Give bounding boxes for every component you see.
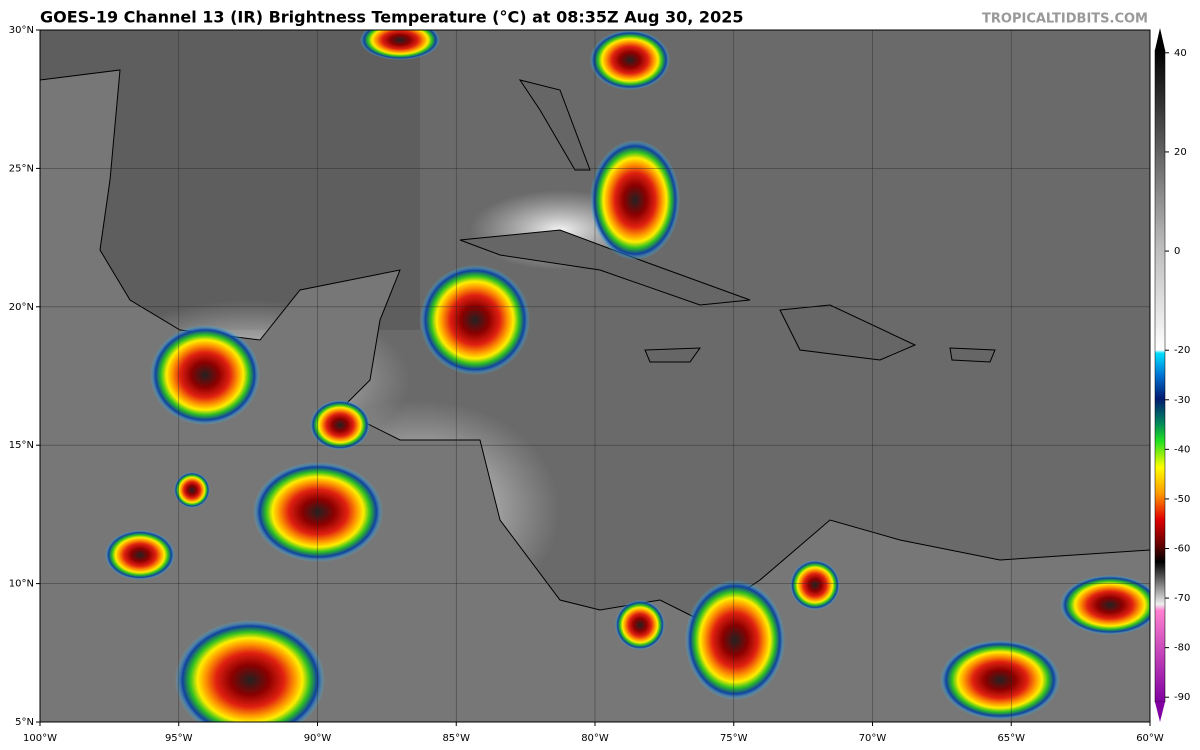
y-tick-label: 30°N <box>9 25 34 36</box>
title: GOES-19 Channel 13 (IR) Brightness Tempe… <box>40 8 743 27</box>
colorbar-tick-label: -80 <box>1174 643 1190 654</box>
colorbar-tick-label: -30 <box>1174 395 1190 406</box>
watermark: TROPICALTIDBITS.COM <box>982 12 1148 27</box>
y-tick-label: 25°N <box>9 163 34 174</box>
x-tick-label: 65°W <box>997 733 1025 744</box>
colorbar-tick-label: -60 <box>1174 544 1190 555</box>
y-tick-label: 20°N <box>9 302 34 313</box>
y-tick-label: 10°N <box>9 579 34 590</box>
colorbar-tick-label: -70 <box>1174 593 1190 604</box>
colorbar <box>1154 49 1166 703</box>
colorbar-tick-label: 40 <box>1174 48 1187 59</box>
x-tick-label: 60°W <box>1136 733 1164 744</box>
x-tick-label: 80°W <box>581 733 609 744</box>
y-tick-label: 15°N <box>9 440 34 451</box>
colorbar-tick-label: 20 <box>1174 147 1187 158</box>
x-tick-label: 70°W <box>859 733 887 744</box>
colorbar-tick-label: -40 <box>1174 444 1190 455</box>
x-tick-label: 95°W <box>165 733 193 744</box>
map-frame <box>39 29 1151 723</box>
x-tick-label: 100°W <box>23 733 57 744</box>
x-tick-label: 75°W <box>720 733 748 744</box>
y-tick-label: 5°N <box>15 717 34 728</box>
x-tick-label: 85°W <box>442 733 470 744</box>
colorbar-tick-label: 0 <box>1174 246 1180 257</box>
colorbar-tick-label: -50 <box>1174 494 1190 505</box>
colorbar-tick-label: -90 <box>1174 692 1190 703</box>
colorbar-arrow <box>1155 28 1165 50</box>
colorbar-tick-label: -20 <box>1174 345 1190 356</box>
x-tick-label: 90°W <box>304 733 332 744</box>
colorbar-arrow <box>1155 702 1165 722</box>
